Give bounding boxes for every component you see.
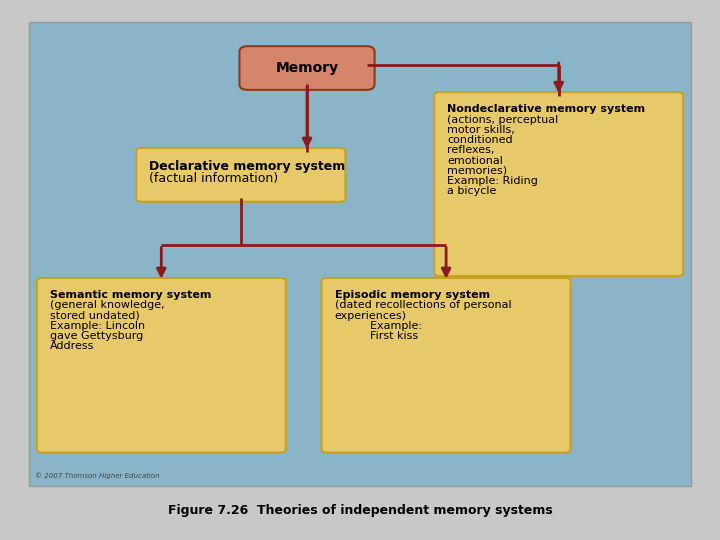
Text: Address: Address <box>50 341 94 352</box>
Text: Episodic memory system: Episodic memory system <box>335 290 490 300</box>
FancyBboxPatch shape <box>136 148 346 202</box>
Text: Example: Lincoln: Example: Lincoln <box>50 321 145 331</box>
FancyBboxPatch shape <box>322 278 571 453</box>
FancyBboxPatch shape <box>240 46 374 90</box>
Text: (general knowledge,: (general knowledge, <box>50 300 165 310</box>
Text: Memory: Memory <box>276 61 338 75</box>
Text: Semantic memory system: Semantic memory system <box>50 290 212 300</box>
Text: gave Gettysburg: gave Gettysburg <box>50 331 143 341</box>
Text: stored undated): stored undated) <box>50 310 140 321</box>
Text: conditioned: conditioned <box>447 135 513 145</box>
Text: Figure 7.26  Theories of independent memory systems: Figure 7.26 Theories of independent memo… <box>168 504 552 517</box>
Text: experiences): experiences) <box>335 310 407 321</box>
Text: First kiss: First kiss <box>335 331 418 341</box>
Text: (actions, perceptual: (actions, perceptual <box>447 114 559 125</box>
Text: Example:: Example: <box>335 321 422 331</box>
Text: reflexes,: reflexes, <box>447 145 495 156</box>
Text: (dated recollections of personal: (dated recollections of personal <box>335 300 511 310</box>
FancyBboxPatch shape <box>29 22 691 486</box>
Text: (factual information): (factual information) <box>149 172 279 185</box>
Text: memories): memories) <box>447 166 508 176</box>
FancyBboxPatch shape <box>37 278 286 453</box>
FancyBboxPatch shape <box>434 92 683 276</box>
Text: © 2007 Thomson Higher Education: © 2007 Thomson Higher Education <box>35 472 160 479</box>
Text: Example: Riding: Example: Riding <box>447 176 539 186</box>
Text: motor skills,: motor skills, <box>447 125 516 135</box>
Text: a bicycle: a bicycle <box>447 186 497 197</box>
Text: Declarative memory system: Declarative memory system <box>149 160 346 173</box>
Text: emotional: emotional <box>447 156 503 166</box>
Text: Nondeclarative memory system: Nondeclarative memory system <box>447 104 646 114</box>
